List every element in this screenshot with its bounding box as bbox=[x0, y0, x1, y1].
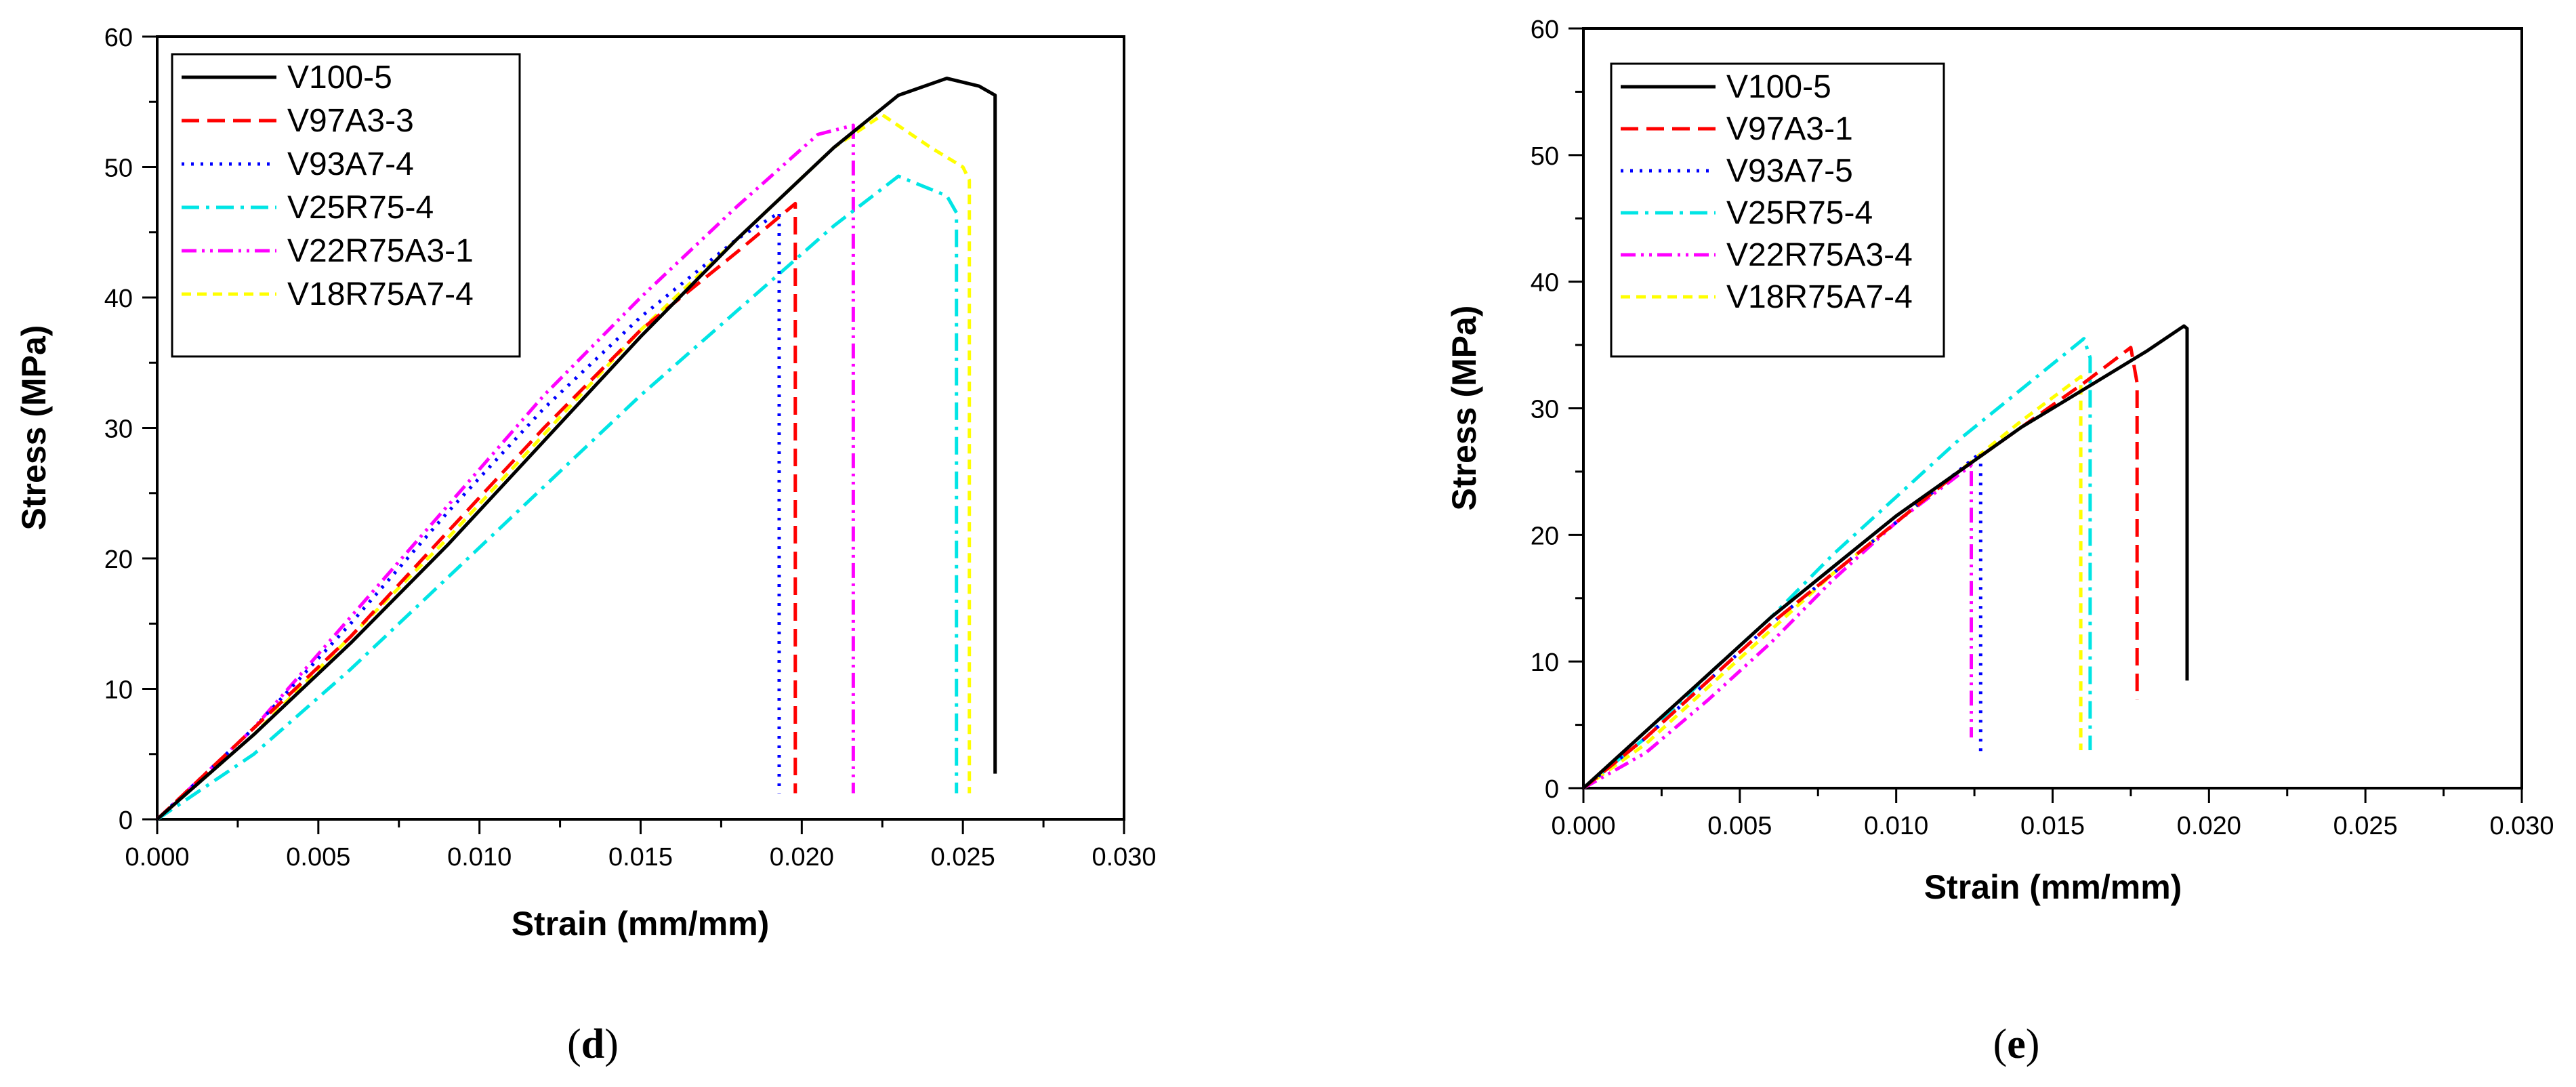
y-tick-label: 30 bbox=[104, 415, 133, 444]
y-tick-label: 20 bbox=[1531, 522, 1559, 550]
x-tick-label: 0.025 bbox=[2333, 812, 2398, 840]
series-lines-d bbox=[156, 77, 997, 821]
x-tick-label: 0.020 bbox=[2177, 812, 2241, 840]
tick-marks-d bbox=[142, 35, 1125, 834]
y-tick-label: 0 bbox=[1545, 775, 1559, 804]
x-tick-label: 0.020 bbox=[770, 843, 834, 871]
series-line-v100-5 bbox=[156, 77, 997, 821]
legend-e: V100-5 V97A3-1 V93A7-5 V25R75-4 V22R75A3-4 V1… bbox=[1610, 62, 1945, 358]
tick-labels-e: 0.000 0.005 0.010 0.015 0.020 0.025 0.030 0 10 20… bbox=[1531, 16, 2554, 840]
y-tick-label: 40 bbox=[104, 285, 133, 313]
y-tick-label: 60 bbox=[104, 24, 133, 52]
x-tick-label: 0.015 bbox=[608, 843, 673, 871]
panel-caption-e: (e) bbox=[1993, 1021, 2040, 1067]
series-line-v97a3-3 bbox=[156, 201, 797, 821]
y-tick-label: 30 bbox=[1531, 396, 1559, 424]
x-axis-title-e: Strain (mm/mm) bbox=[1924, 868, 2182, 906]
legend-label: V22R75A3-4 bbox=[1726, 237, 1913, 273]
y-tick-label: 40 bbox=[1531, 269, 1559, 298]
legend-label: V18R75A7-4 bbox=[287, 276, 474, 312]
y-axis-title-e: Stress (MPa) bbox=[1445, 306, 1483, 511]
series-lines-e bbox=[1582, 324, 2189, 790]
x-tick-label: 0.030 bbox=[2489, 812, 2554, 840]
legend-label: V18R75A7-4 bbox=[1726, 279, 1913, 315]
series-line-v97a3-1 bbox=[1582, 346, 2139, 789]
x-tick-label: 0.025 bbox=[931, 843, 995, 871]
series-line-v100-5 bbox=[1582, 324, 2189, 789]
series-line-v93a7-4 bbox=[156, 211, 781, 821]
series-line-v22r75a3-1 bbox=[156, 123, 855, 821]
x-tick-label: 0.005 bbox=[1707, 812, 1772, 840]
legend-d: V100-5 V97A3-3 V93A7-4 V25R75-4 V22R75A3-1 V1… bbox=[171, 53, 521, 358]
legend-box bbox=[171, 53, 521, 358]
x-tick-label: 0.015 bbox=[2020, 812, 2085, 840]
legend-label: V97A3-1 bbox=[1726, 111, 1853, 147]
tick-marks-e bbox=[1569, 27, 2523, 803]
tick-labels-d: 0.000 0.005 0.010 0.015 0.020 0.025 0.030 0 10 20… bbox=[104, 24, 1157, 871]
legend-label: V22R75A3-1 bbox=[287, 233, 474, 269]
series-line-v25r75-4 bbox=[156, 174, 959, 821]
panel-caption-e-letter: e bbox=[2007, 1021, 2026, 1067]
chart-panel-d: 0.000 0.005 0.010 0.015 0.020 0.025 0.030 0 10 20… bbox=[15, 24, 1157, 943]
legend-label: V97A3-3 bbox=[287, 103, 414, 139]
legend-label: V93A7-4 bbox=[287, 146, 414, 182]
y-tick-label: 50 bbox=[1531, 142, 1559, 171]
y-tick-label: 10 bbox=[104, 676, 133, 705]
chart-panel-e: 0.000 0.005 0.010 0.015 0.020 0.025 0.030 0 10 20… bbox=[1445, 16, 2554, 906]
series-line-v18r75a7-4 bbox=[1582, 375, 2083, 790]
panel-caption-d-open: ( bbox=[567, 1021, 581, 1067]
x-axis-title-d: Strain (mm/mm) bbox=[512, 905, 770, 943]
y-tick-label: 0 bbox=[119, 806, 133, 835]
x-tick-label: 0.010 bbox=[1864, 812, 1928, 840]
y-tick-label: 60 bbox=[1531, 16, 1559, 44]
series-line-v22r75a3-4 bbox=[1582, 464, 1973, 790]
panel-caption-e-open: ( bbox=[1993, 1021, 2008, 1067]
x-tick-label: 0.005 bbox=[286, 843, 350, 871]
x-tick-label: 0.030 bbox=[1092, 843, 1156, 871]
y-tick-label: 50 bbox=[104, 155, 133, 183]
panel-caption-e-close: ) bbox=[2026, 1021, 2040, 1067]
legend-label: V25R75-4 bbox=[287, 190, 434, 226]
y-tick-label: 10 bbox=[1531, 649, 1559, 677]
legend-box bbox=[1610, 62, 1945, 358]
panel-caption-d-letter: d bbox=[581, 1021, 604, 1067]
legend-label: V93A7-5 bbox=[1726, 153, 1853, 189]
legend-label: V100-5 bbox=[287, 60, 392, 96]
x-tick-label: 0.010 bbox=[447, 843, 512, 871]
y-axis-title-d: Stress (MPa) bbox=[15, 325, 53, 531]
panel-caption-d-close: ) bbox=[604, 1021, 619, 1067]
y-tick-label: 20 bbox=[104, 546, 133, 574]
legend-label: V25R75-4 bbox=[1726, 195, 1873, 231]
x-tick-label: 0.000 bbox=[125, 843, 189, 871]
legend-label: V100-5 bbox=[1726, 69, 1831, 105]
panel-caption-d: (d) bbox=[567, 1021, 619, 1067]
x-tick-label: 0.000 bbox=[1551, 812, 1615, 840]
